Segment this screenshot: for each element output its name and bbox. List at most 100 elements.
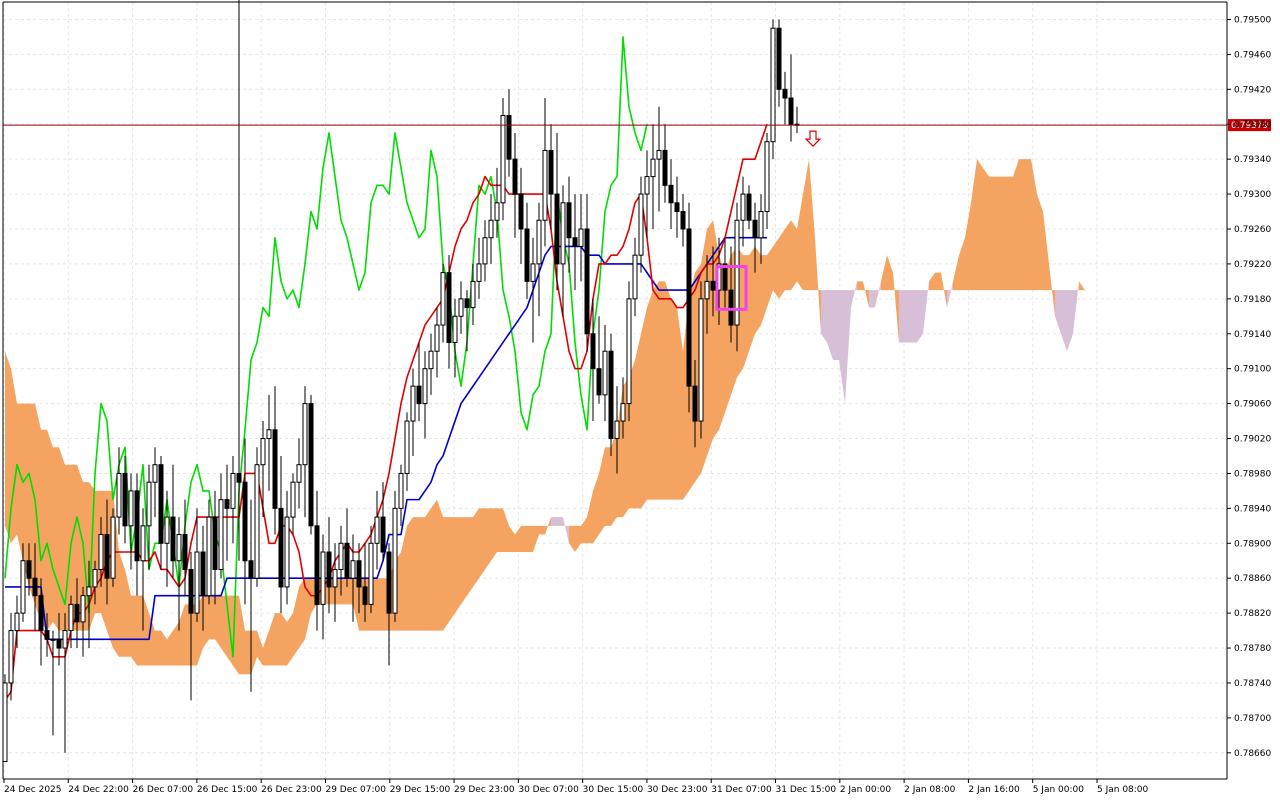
candle: [362, 543, 368, 622]
candle: [602, 325, 608, 422]
candle-body-bullish: [140, 525, 146, 562]
candle-body-bullish: [338, 542, 344, 570]
candle-body-bearish: [188, 568, 194, 614]
x-tick-label: 29 Dec 07:00: [325, 785, 386, 795]
candle: [254, 447, 260, 587]
candle-body-bullish: [428, 350, 434, 370]
y-tick-label: 0.79340: [1234, 155, 1271, 165]
candle: [416, 342, 422, 422]
candle-body-bullish: [488, 219, 494, 239]
candle-body-bearish: [182, 534, 188, 570]
candle: [158, 455, 164, 570]
candle-body-bullish: [164, 516, 170, 544]
candle: [122, 455, 128, 544]
candle: [470, 263, 476, 326]
candle: [188, 552, 194, 701]
kumo-bullish-segment: [1079, 281, 1157, 291]
x-tick-label: 30 Dec 23:00: [647, 785, 708, 795]
candle: [332, 543, 338, 622]
candle-body-bearish: [506, 114, 512, 160]
candle: [530, 237, 536, 343]
candle: [212, 490, 218, 605]
candle: [650, 124, 656, 229]
candle-body-bullish: [92, 568, 98, 588]
candle: [794, 106, 800, 133]
candle: [620, 377, 626, 439]
candle: [686, 202, 692, 413]
y-tick-label: 0.79300: [1234, 190, 1271, 200]
candle-body-bearish: [584, 228, 590, 335]
candle: [164, 490, 170, 587]
candle: [356, 543, 362, 614]
candle-body-bullish: [80, 595, 86, 623]
candle-body-bearish: [104, 534, 110, 579]
candle-body-bullish: [398, 472, 404, 509]
y-tick-label: 0.78700: [1234, 714, 1271, 724]
candle-body-bearish: [668, 184, 674, 204]
candle: [788, 54, 794, 142]
candle-body-bullish: [302, 403, 308, 466]
candle: [368, 525, 374, 614]
candle: [392, 490, 398, 622]
candle: [734, 202, 740, 352]
candle: [422, 351, 428, 439]
candle-body-bullish: [62, 630, 68, 649]
candle: [434, 307, 440, 378]
kumo-bearish-segment: [947, 281, 953, 308]
candle: [692, 359, 698, 448]
candle-body-bearish: [782, 88, 788, 99]
candle-body-bearish: [242, 481, 248, 562]
candle-body-bearish: [464, 298, 470, 309]
candle-body-bullish: [14, 612, 20, 632]
candle-body-bullish: [2, 682, 8, 763]
highlight-box: [715, 265, 748, 311]
candle-body-bullish: [500, 114, 506, 204]
candle-body-bearish: [692, 385, 698, 422]
candle: [176, 517, 182, 631]
candle-body-bearish: [122, 472, 128, 527]
candle: [566, 176, 572, 273]
candle: [680, 194, 686, 247]
candle: [242, 438, 248, 605]
candle-body-bearish: [344, 542, 350, 579]
candle: [548, 124, 554, 229]
candle: [134, 473, 140, 596]
candle-body-bullish: [434, 324, 440, 352]
candle: [140, 508, 146, 631]
x-tick-label: 24 Dec 2025: [4, 785, 62, 795]
candle: [266, 394, 272, 491]
candle: [590, 298, 596, 422]
candle: [338, 525, 344, 596]
candle: [446, 255, 452, 369]
candle-body-bullish: [632, 254, 638, 300]
candle-body-bullish: [332, 568, 338, 588]
candle: [560, 185, 566, 317]
candle-body-bullish: [290, 481, 296, 518]
kumo-bullish-segment: [569, 159, 821, 553]
candle: [8, 613, 14, 701]
candle: [296, 438, 302, 509]
candle-body-bearish: [278, 507, 284, 588]
candle: [290, 473, 296, 535]
candle: [626, 281, 632, 422]
kumo-cloud: [5, 159, 1157, 675]
candle: [200, 525, 206, 631]
candle-body-bearish: [728, 289, 734, 326]
candle: [512, 132, 518, 238]
candle-body-bearish: [26, 560, 32, 579]
candle-body-bearish: [38, 595, 44, 632]
y-tick-label: 0.79220: [1234, 260, 1271, 270]
candle-body-bullish: [626, 298, 632, 405]
candle-body-bullish: [770, 27, 776, 143]
candle-body-bullish: [98, 534, 104, 570]
candle-body-bearish: [680, 211, 686, 230]
candle: [350, 534, 356, 622]
candle-body-bullish: [650, 158, 656, 178]
y-tick-label: 0.79020: [1234, 435, 1271, 445]
x-tick-label: 2 Jan 16:00: [968, 785, 1020, 795]
y-tick-label: 0.78980: [1234, 469, 1271, 479]
annotations: 0.79379: [3, 119, 1271, 311]
candle: [278, 455, 284, 614]
x-tick-label: 30 Dec 07:00: [518, 785, 579, 795]
candle: [68, 595, 74, 649]
